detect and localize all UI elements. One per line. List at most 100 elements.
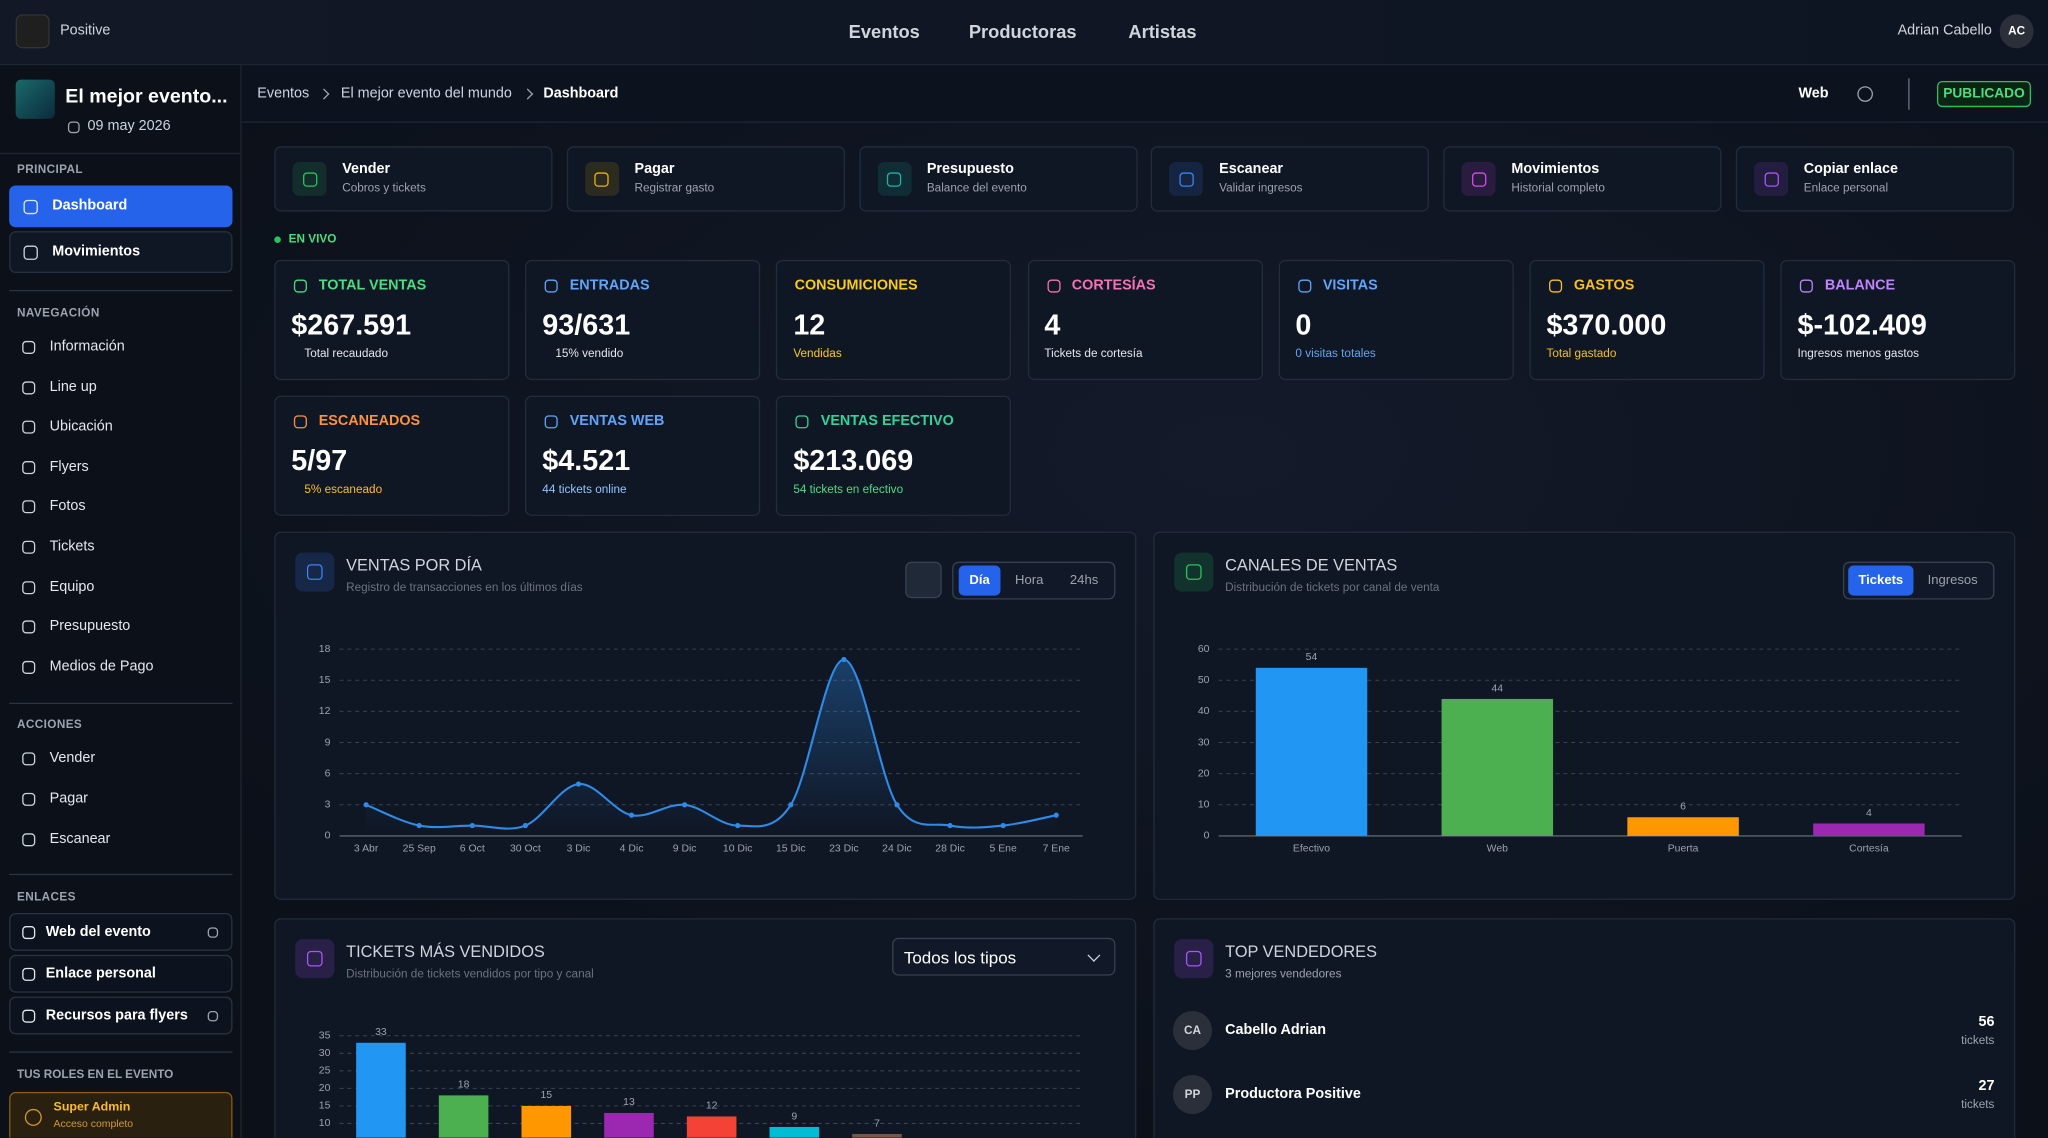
icon (1298, 279, 1312, 293)
stat-note: Total gastado (1546, 346, 1617, 360)
seller-unit: tickets (1961, 1097, 1995, 1111)
nav-link[interactable]: Eventos (848, 20, 920, 42)
logo (15, 14, 50, 49)
nav-item[interactable] (9, 231, 233, 273)
nav-label[interactable]: Tickets (49, 538, 95, 555)
chart-subtitle: Distribución de tickets por canal de ven… (1225, 580, 1440, 594)
stat-note: 54 tickets en efectivo (793, 482, 904, 496)
link-button[interactable] (9, 912, 233, 951)
seller-count: 56 (1978, 1014, 1995, 1030)
tab-active[interactable] (1848, 565, 1914, 596)
icon (886, 171, 902, 187)
stat-card (776, 395, 1012, 516)
avatar-initials: AC (2008, 24, 2026, 38)
breadcrumb: Eventos (257, 85, 310, 102)
action-subtitle: Balance del evento (926, 180, 1027, 194)
stat-card (525, 259, 761, 381)
icon (22, 420, 36, 434)
stat-note: Tickets de cortesía (1044, 346, 1143, 360)
icon (22, 199, 38, 214)
brand: Positive (60, 22, 111, 39)
icon (1185, 950, 1202, 967)
nav-label[interactable]: Pagar (49, 790, 88, 807)
action-card[interactable] (1443, 146, 1722, 212)
link-button[interactable] (9, 954, 233, 993)
nav-item[interactable] (9, 185, 233, 228)
icon (302, 171, 317, 187)
nav-link[interactable]: Productoras (968, 20, 1077, 42)
icon-button[interactable] (905, 561, 942, 599)
nav-label[interactable]: Fotos (49, 498, 86, 514)
link-button[interactable] (9, 996, 233, 1035)
nav-label[interactable]: Escanear (49, 831, 111, 848)
stat-card (776, 259, 1012, 381)
breadcrumb: Dashboard (543, 85, 619, 102)
nav-label[interactable]: Equipo (49, 579, 95, 595)
event-thumb (15, 79, 55, 119)
nav-label[interactable]: Line up (49, 379, 97, 396)
action-subtitle: Registrar gasto (634, 180, 715, 194)
icon (293, 279, 307, 293)
panel-title: TOP VENDEDORES (1225, 942, 1377, 961)
tab: Hora (1015, 573, 1044, 588)
stat-note: Ingresos menos gastos (1797, 346, 1920, 360)
panel-icon (295, 939, 335, 979)
link-label: Enlace personal (45, 965, 156, 982)
icon (544, 415, 558, 429)
seller-initials: PP (1184, 1087, 1201, 1101)
web-link[interactable]: Web (1798, 85, 1829, 102)
action-card[interactable] (1735, 146, 2015, 212)
icon (22, 1009, 36, 1023)
status-badge (1936, 80, 2032, 108)
status-label: PUBLICADO (1943, 85, 2025, 102)
stat-value: $213.069 (793, 444, 914, 477)
tab: Tickets (1858, 573, 1904, 588)
action-icon (877, 161, 912, 196)
tab-active[interactable] (958, 565, 1001, 596)
stat-label: VISITAS (1322, 277, 1378, 294)
dropdown[interactable] (892, 937, 1116, 976)
stat-value: $267.591 (291, 308, 412, 341)
action-card[interactable] (858, 146, 1138, 212)
stat-label: VENTAS WEB (569, 413, 665, 430)
icon (1179, 171, 1194, 187)
action-title: Pagar (634, 161, 675, 177)
chart-subtitle: Registro de transacciones en los últimos… (346, 580, 583, 594)
event-title: El mejor evento... (65, 85, 228, 108)
stat-card (274, 259, 510, 381)
nav-label[interactable]: Medios de Pago (49, 658, 154, 675)
nav-label[interactable]: Vender (49, 750, 96, 767)
icon (207, 927, 219, 938)
header-bar (241, 65, 2048, 123)
icon (207, 1010, 219, 1022)
icon (1763, 171, 1779, 187)
stat-label: CORTESÍAS (1071, 277, 1156, 294)
share-button[interactable] (1857, 86, 1873, 102)
nav-link[interactable]: Artistas (1128, 20, 1197, 42)
nav-label: Movimientos (52, 243, 141, 260)
stat-card (1278, 259, 1514, 381)
action-title: Copiar enlace (1803, 161, 1898, 177)
icon (22, 792, 36, 806)
icon (22, 540, 36, 554)
nav-label[interactable]: Ubicación (49, 418, 113, 435)
nav-label[interactable]: Información (49, 338, 125, 355)
seller-avatar (1172, 1010, 1213, 1051)
nav-label[interactable]: Flyers (49, 459, 89, 475)
action-card[interactable] (566, 146, 845, 212)
stat-value: $-102.409 (1797, 308, 1927, 341)
nav-label[interactable]: Presupuesto (49, 618, 131, 635)
stat-value: 93/631 (542, 308, 631, 341)
action-card[interactable] (1151, 146, 1430, 212)
stat-note: 0 visitas totales (1295, 346, 1376, 360)
role-name: Super Admin (53, 1100, 131, 1115)
seller-unit: tickets (1961, 1033, 1995, 1047)
action-card[interactable] (274, 146, 553, 212)
role-desc: Acceso completo (53, 1118, 134, 1130)
icon (22, 500, 36, 514)
link-label: Web del evento (45, 924, 151, 940)
live-dot (274, 236, 281, 243)
action-subtitle: Cobros y tickets (342, 180, 426, 194)
icon (22, 244, 38, 260)
